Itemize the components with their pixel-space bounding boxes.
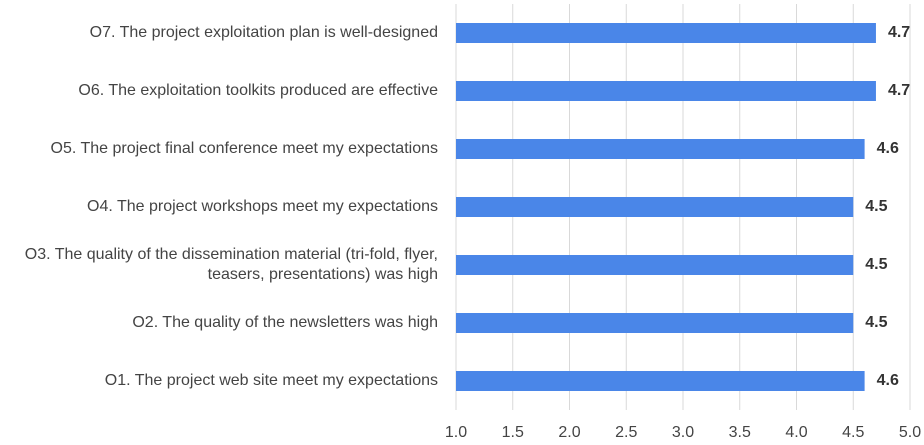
- category-label: O2. The quality of the newsletters was h…: [132, 314, 438, 331]
- x-tick-label: 4.0: [785, 424, 807, 441]
- value-label: 4.5: [865, 256, 887, 273]
- category-label: O3. The quality of the dissemination mat…: [24, 246, 438, 283]
- x-tick-label: 5.0: [899, 424, 921, 441]
- bar: [456, 371, 865, 391]
- bar: [456, 197, 854, 217]
- category-label: O5. The project final conference meet my…: [50, 140, 438, 157]
- bar: [456, 139, 865, 159]
- x-tick-label: 2.0: [558, 424, 580, 441]
- value-label: 4.7: [888, 24, 910, 41]
- x-tick-label: 2.5: [615, 424, 637, 441]
- bar: [456, 81, 876, 101]
- category-label: O6. The exploitation toolkits produced a…: [78, 82, 438, 99]
- value-label: 4.6: [877, 140, 899, 157]
- category-label: O1. The project web site meet my expecta…: [104, 372, 438, 389]
- x-tick-label: 3.0: [672, 424, 694, 441]
- bar: [456, 23, 876, 43]
- bar: [456, 313, 854, 333]
- x-tick-label: 1.5: [502, 424, 524, 441]
- value-label: 4.7: [888, 82, 910, 99]
- x-tick-label: 1.0: [445, 424, 467, 441]
- value-label: 4.5: [865, 198, 887, 215]
- value-label: 4.5: [865, 314, 887, 331]
- bar: [456, 255, 854, 275]
- value-label: 4.6: [877, 372, 899, 389]
- x-tick-label: 4.5: [842, 424, 864, 441]
- category-label: O4. The project workshops meet my expect…: [87, 198, 438, 215]
- x-tick-label: 3.5: [729, 424, 751, 441]
- category-label: O7. The project exploitation plan is wel…: [89, 24, 438, 41]
